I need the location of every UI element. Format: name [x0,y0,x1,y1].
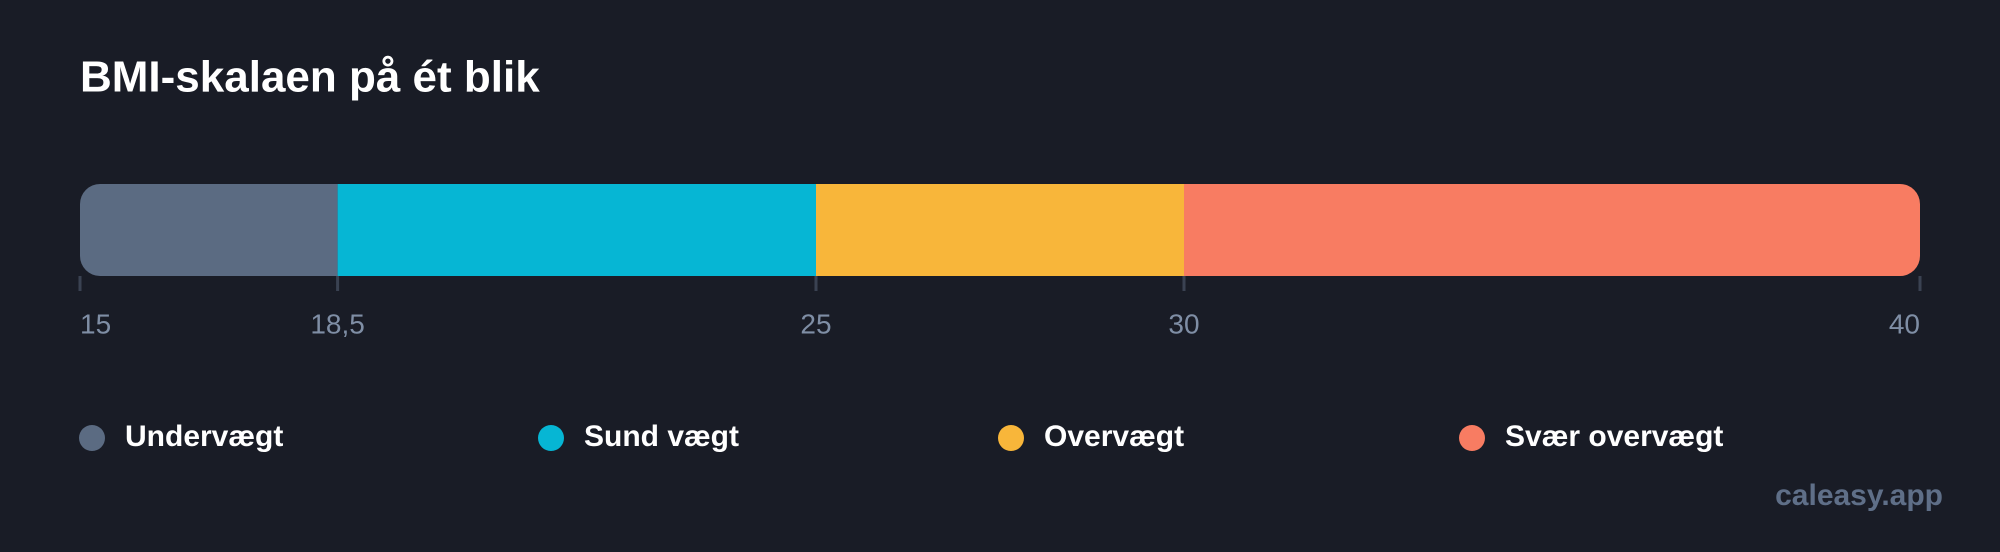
bar-segment [1184,184,1920,276]
chart-title: BMI-skalaen på ét blik [80,53,540,102]
watermark: caleasy.app [1775,479,1943,512]
legend-swatch [538,425,564,451]
legend-swatch [1459,425,1485,451]
legend-label: Svær overvægt [1505,420,1723,453]
x-tick-label: 30 [1168,308,1199,339]
bar-segment [80,184,338,276]
bar-segment [816,184,1184,276]
x-tick-label: 40 [1889,308,1920,339]
bar-segment [337,184,816,276]
legend-label: Sund vægt [584,420,739,453]
legend-label: Undervægt [125,420,283,453]
x-tick-label: 25 [800,308,831,339]
legend-swatch [998,425,1024,451]
x-tick-label: 18,5 [310,308,365,339]
x-tick-label: 15 [80,308,111,339]
legend-swatch [79,425,105,451]
legend-label: Overvægt [1044,420,1184,453]
bar-track [80,184,1920,276]
